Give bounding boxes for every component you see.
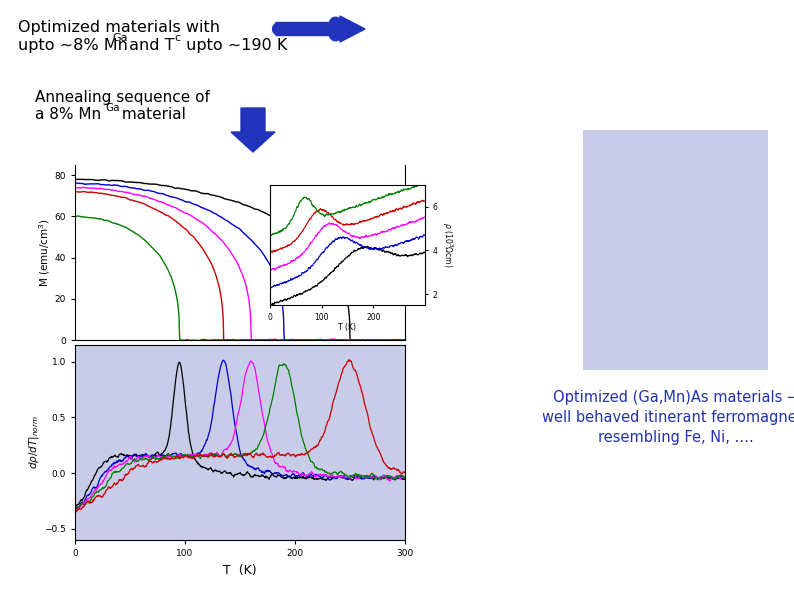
Y-axis label: M (emu/cm$^3$): M (emu/cm$^3$) [37, 218, 52, 287]
Bar [583, 130, 768, 370]
Text: upto ~190 K: upto ~190 K [181, 38, 287, 53]
Text: and T: and T [124, 38, 175, 53]
Polygon shape [231, 108, 275, 152]
Text: upto ~8% Mn: upto ~8% Mn [18, 38, 128, 53]
Text: resembling Fe, Ni, ….: resembling Fe, Ni, …. [598, 430, 754, 445]
Text: Optimized materials with: Optimized materials with [18, 20, 220, 35]
Text: Annealing sequence of: Annealing sequence of [35, 90, 210, 105]
Text: a 8% Mn: a 8% Mn [35, 107, 101, 122]
Polygon shape [276, 16, 365, 42]
Text: Optimized (Ga,Mn)As materials →: Optimized (Ga,Mn)As materials → [553, 390, 794, 405]
Text: c: c [174, 33, 180, 43]
Text: Ga: Ga [105, 103, 120, 113]
Text: material: material [117, 107, 186, 122]
X-axis label: T (K): T (K) [338, 323, 357, 332]
Y-axis label: $\rho$ (10$^3\Omega$cm): $\rho$ (10$^3\Omega$cm) [441, 223, 455, 268]
Y-axis label: $d\rho/dT|_{norm}$: $d\rho/dT|_{norm}$ [27, 415, 41, 469]
X-axis label: T  (K): T (K) [223, 563, 256, 577]
Text: Ga: Ga [112, 33, 128, 43]
Text: well behaved itinerant ferromagnets: well behaved itinerant ferromagnets [542, 410, 794, 425]
